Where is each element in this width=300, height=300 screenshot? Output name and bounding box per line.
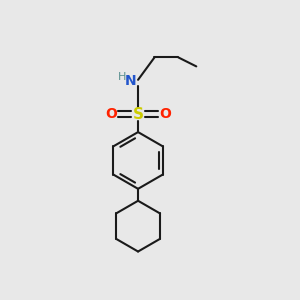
Text: O: O [159, 107, 171, 121]
Text: H: H [117, 72, 126, 82]
Text: S: S [133, 107, 144, 122]
Text: N: N [125, 74, 136, 88]
Text: O: O [105, 107, 117, 121]
